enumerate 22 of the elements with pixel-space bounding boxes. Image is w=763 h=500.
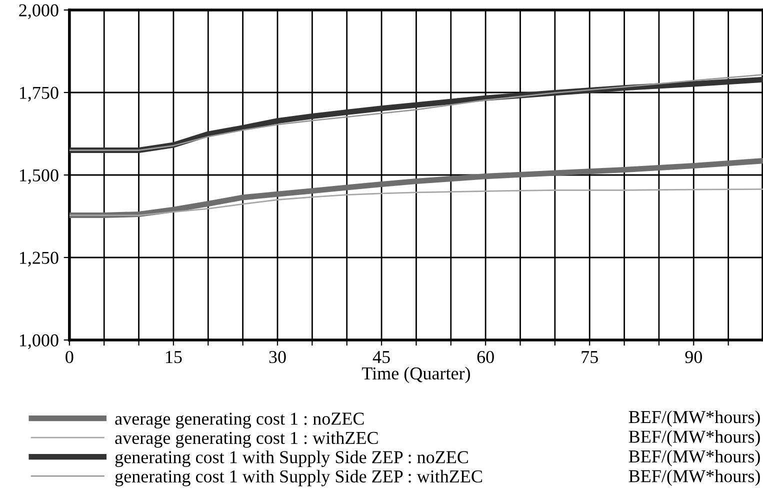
legend-label: generating cost 1 with Supply Side ZEP : withZEC <box>115 470 482 486</box>
text: BEF/(MW*hours) <box>628 450 760 466</box>
legend-label: generating cost 1 with Supply Side ZEP : noZEC <box>115 450 468 468</box>
x-tick-label: 90 <box>685 350 702 364</box>
text: BEF/(MW*hours) <box>628 470 760 486</box>
x-tick-label: 15 <box>166 351 182 364</box>
x-tick-label: 75 <box>582 351 598 364</box>
y-tick-label: 1,250 <box>20 252 58 267</box>
text: BEF/(MW*hours) <box>628 410 760 427</box>
legend-label: average generating cost 1 : noZEC <box>115 412 364 429</box>
y-tick-label: 1,750 <box>20 86 58 102</box>
x-tick-label: 45 <box>372 351 390 364</box>
y-tick-label: 1,000 <box>20 334 58 350</box>
x-tick-label: 30 <box>269 350 286 364</box>
text: BEF/(MW*hours) <box>628 430 760 447</box>
line-series <box>69 188 763 216</box>
y-tick-label: 2,000 <box>19 4 58 20</box>
legend-label: average generating cost 1 : withZEC <box>115 431 378 448</box>
y-tick-label: 1,500 <box>20 169 58 184</box>
x-tick-label: 60 <box>477 350 494 364</box>
x-tick-label: 0 <box>66 350 74 364</box>
x-axis-title: Time (Quarter) <box>362 366 470 384</box>
